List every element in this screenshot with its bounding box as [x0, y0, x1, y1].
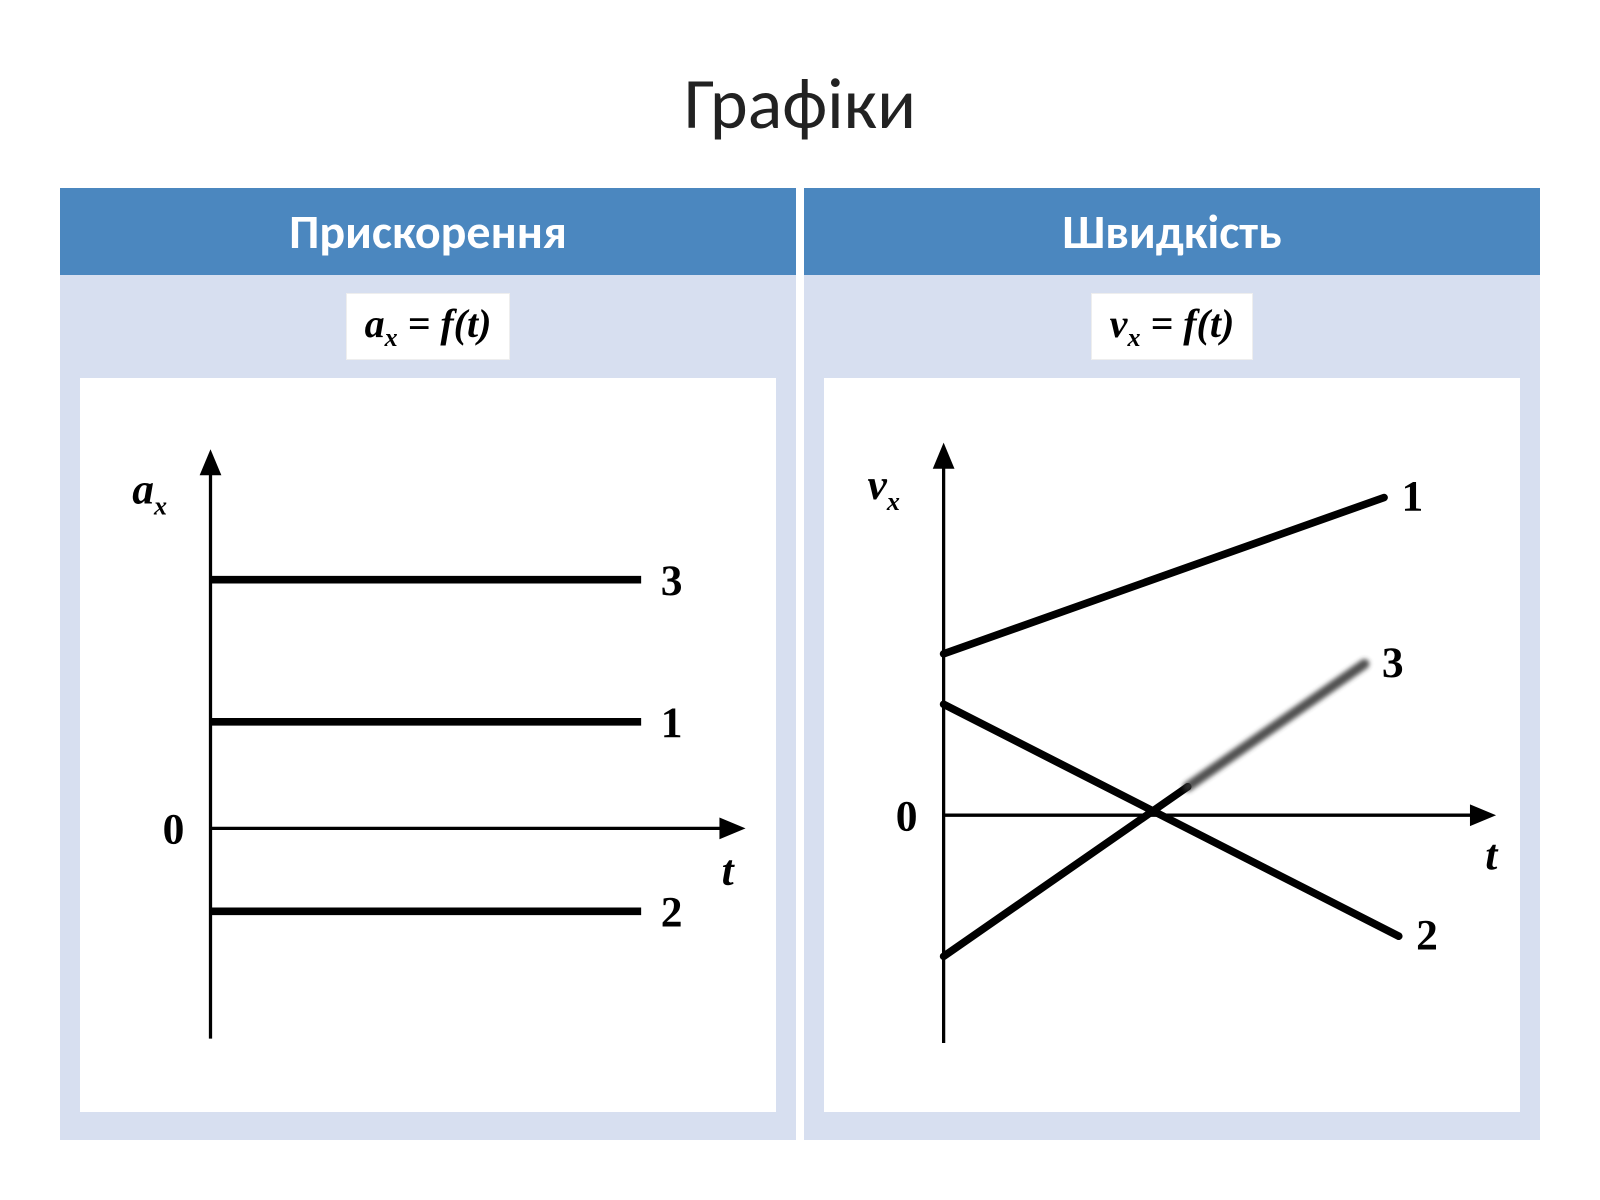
svg-text:1: 1 [1401, 473, 1423, 521]
panel-body-acceleration: ax = f(t) ax 0 t 3 1 2 [60, 275, 796, 1140]
panel-acceleration: Прискорення ax = f(t) ax 0 t 3 1 2 [60, 188, 796, 1140]
svg-text:ax: ax [132, 466, 167, 521]
svg-text:3: 3 [661, 557, 683, 605]
svg-text:0: 0 [896, 792, 918, 840]
svg-text:0: 0 [163, 806, 185, 854]
formula-rhs: = f(t) [1140, 301, 1234, 346]
formula-sub: x [1127, 323, 1140, 352]
panel-body-velocity: vx = f(t) vx 0 t 1 2 3 [804, 275, 1540, 1140]
chart-acceleration: ax 0 t 3 1 2 [80, 378, 776, 1112]
svg-text:2: 2 [1416, 911, 1438, 959]
formula-acceleration: ax = f(t) [346, 293, 511, 360]
slide: Графіки Прискорення ax = f(t) ax0t312 Шв… [0, 0, 1600, 1200]
panel-header-acceleration: Прискорення [60, 188, 796, 275]
formula-lhs: a [365, 301, 385, 346]
panels: Прискорення ax = f(t) ax0t312 Швидкість … [60, 188, 1540, 1140]
svg-text:3: 3 [1382, 639, 1404, 687]
slide-title: Графіки [60, 60, 1540, 148]
panel-velocity: Швидкість vx = f(t) vx 0 t 1 2 3 [804, 188, 1540, 1140]
svg-text:vx: vx [868, 461, 900, 516]
panel-header-velocity: Швидкість [804, 188, 1540, 275]
svg-text:t: t [1485, 832, 1499, 880]
svg-text:1: 1 [661, 699, 683, 747]
formula-rhs: = f(t) [398, 301, 492, 346]
svg-text:t: t [722, 847, 736, 895]
chart-velocity: vx 0 t 1 2 3 [824, 378, 1520, 1112]
formula-sub: x [385, 323, 398, 352]
formula-lhs: v [1110, 301, 1128, 346]
svg-text:2: 2 [661, 888, 683, 936]
formula-velocity: vx = f(t) [1091, 293, 1254, 360]
